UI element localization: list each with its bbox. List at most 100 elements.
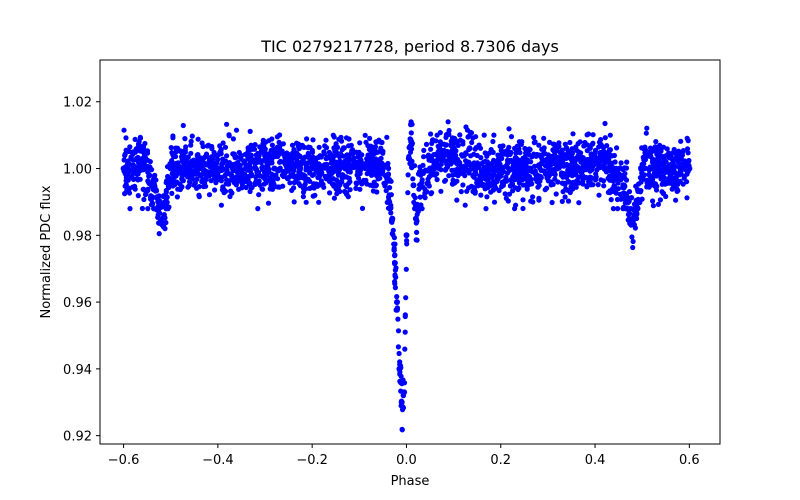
data-point xyxy=(656,150,662,157)
data-point xyxy=(168,145,174,151)
data-point xyxy=(363,139,369,145)
data-point xyxy=(603,168,610,174)
data-point xyxy=(120,165,127,172)
data-point xyxy=(673,197,679,203)
data-point xyxy=(392,285,398,291)
data-point xyxy=(675,159,682,165)
data-point xyxy=(391,259,398,266)
data-point xyxy=(179,173,185,180)
data-point xyxy=(385,165,392,171)
data-point xyxy=(666,180,672,186)
data-point xyxy=(413,237,419,243)
data-point xyxy=(413,220,419,226)
data-point xyxy=(673,173,680,179)
data-point xyxy=(276,167,282,174)
data-point xyxy=(444,158,450,164)
data-point xyxy=(262,153,268,159)
data-point xyxy=(345,194,351,200)
data-point xyxy=(353,149,359,155)
data-point xyxy=(473,134,479,140)
data-point xyxy=(142,150,148,157)
data-point xyxy=(142,164,148,170)
data-point xyxy=(127,206,133,212)
data-point xyxy=(222,144,229,150)
data-point xyxy=(367,152,373,158)
data-point xyxy=(192,180,198,186)
data-point xyxy=(370,188,376,194)
data-point xyxy=(208,169,214,175)
data-point xyxy=(602,135,608,141)
data-point xyxy=(492,182,498,189)
data-point xyxy=(296,181,302,187)
data-point xyxy=(596,192,602,198)
data-point xyxy=(214,153,220,159)
data-point xyxy=(286,174,292,180)
data-point xyxy=(213,180,219,186)
data-point xyxy=(333,183,339,189)
data-point xyxy=(612,159,618,165)
data-point xyxy=(135,154,141,161)
data-point xyxy=(589,141,596,147)
data-point xyxy=(653,139,659,145)
data-point xyxy=(544,185,550,191)
data-point xyxy=(509,159,515,165)
data-point xyxy=(597,150,603,156)
data-point xyxy=(139,158,146,165)
data-point xyxy=(403,232,410,239)
data-point xyxy=(434,177,440,183)
data-point xyxy=(507,183,513,189)
data-point xyxy=(358,157,364,163)
data-point xyxy=(188,150,194,156)
data-point xyxy=(145,206,151,212)
data-point xyxy=(155,214,161,220)
data-point xyxy=(567,139,573,146)
data-point xyxy=(267,186,273,192)
data-points-layer xyxy=(120,119,693,433)
data-point xyxy=(346,143,352,149)
data-point xyxy=(623,177,630,183)
data-point xyxy=(141,186,147,192)
y-axis-label: Normalized PDC flux xyxy=(39,185,54,318)
data-point xyxy=(530,194,536,200)
data-point xyxy=(610,170,616,176)
data-point xyxy=(463,124,469,130)
data-point xyxy=(651,170,658,176)
data-point xyxy=(256,192,262,198)
data-point xyxy=(537,165,543,171)
data-point xyxy=(601,183,607,189)
data-point xyxy=(395,344,401,350)
data-point xyxy=(312,158,318,164)
data-point xyxy=(428,131,434,137)
data-point xyxy=(342,188,348,195)
data-point xyxy=(357,170,363,177)
data-point xyxy=(467,145,473,151)
data-point xyxy=(226,132,232,138)
data-point xyxy=(223,181,229,187)
data-point xyxy=(405,155,412,162)
data-point xyxy=(202,162,208,168)
data-point xyxy=(481,132,487,138)
data-point xyxy=(491,199,498,205)
data-point xyxy=(199,179,205,185)
data-point xyxy=(482,150,488,156)
data-point xyxy=(635,200,641,206)
data-point xyxy=(392,273,398,279)
data-point xyxy=(460,139,466,145)
data-point xyxy=(214,165,221,172)
data-point xyxy=(469,139,475,146)
data-point xyxy=(598,177,604,183)
data-point xyxy=(371,179,377,185)
data-point xyxy=(580,181,586,187)
data-point xyxy=(364,181,370,187)
data-point xyxy=(355,175,362,181)
data-point xyxy=(556,158,562,164)
data-point xyxy=(553,191,559,197)
data-point xyxy=(536,142,542,148)
data-point xyxy=(531,140,537,146)
data-point xyxy=(513,150,519,156)
data-point xyxy=(639,165,646,172)
data-point xyxy=(414,229,420,235)
data-point xyxy=(507,167,513,173)
data-point xyxy=(678,138,684,144)
data-point xyxy=(568,184,574,190)
